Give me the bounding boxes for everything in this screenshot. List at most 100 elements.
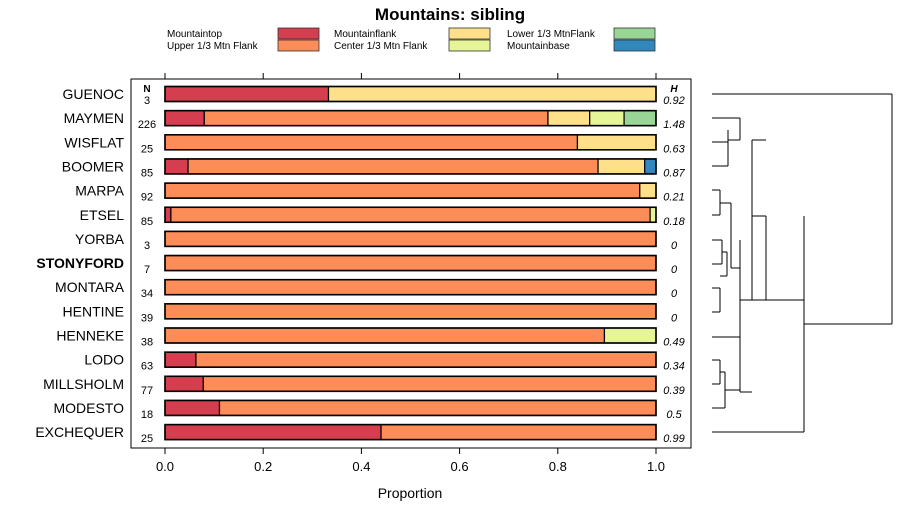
x-tick-label: 0.8 bbox=[549, 459, 567, 474]
n-value: 39 bbox=[141, 312, 153, 324]
bar-segment bbox=[202, 375, 657, 392]
row-label: LODO bbox=[84, 352, 124, 368]
n-value: 63 bbox=[141, 361, 153, 373]
bar-segment bbox=[164, 230, 657, 247]
bar-row: STONYFORD 7 0 bbox=[36, 254, 678, 276]
bar-segment bbox=[164, 206, 172, 223]
bar-row: MARPA 92 0.21 bbox=[75, 182, 685, 204]
h-value: 0 bbox=[671, 264, 678, 276]
bar-outline bbox=[164, 254, 657, 272]
bar-outline bbox=[164, 134, 657, 151]
n-value: 85 bbox=[141, 216, 153, 228]
legend-swatch bbox=[277, 39, 320, 52]
bar-outline bbox=[164, 206, 657, 224]
bar-segment bbox=[380, 424, 657, 441]
bar-outline bbox=[164, 303, 657, 320]
bar-outline bbox=[164, 278, 657, 296]
chart-title: Mountains: sibling bbox=[375, 5, 525, 24]
n-value: 25 bbox=[141, 433, 153, 445]
plot-area: N H 0.0 0.2 0.4 0.6 0.8 1.0 GUENOC 3 0.92 MAYMEN 226… bbox=[35, 73, 692, 474]
row-label: GUENOC bbox=[63, 86, 124, 102]
h-value: 0 bbox=[671, 240, 678, 252]
h-value: 0.63 bbox=[663, 143, 685, 155]
n-value: 18 bbox=[141, 409, 153, 421]
legend-label: Mountainbase bbox=[507, 41, 570, 52]
bar-segment bbox=[644, 158, 657, 175]
bar-segment bbox=[164, 158, 189, 175]
h-value: 0.39 bbox=[663, 385, 684, 397]
bar-segment bbox=[187, 158, 599, 175]
bar-outline bbox=[164, 399, 657, 417]
n-value: 77 bbox=[141, 385, 153, 397]
bar-row: YORBA 3 0 bbox=[75, 230, 678, 252]
h-value: 0.34 bbox=[663, 361, 684, 373]
bar-outline bbox=[164, 375, 657, 393]
n-value: 25 bbox=[141, 143, 153, 155]
h-value: 0.21 bbox=[663, 192, 684, 204]
bar-row: EXCHEQUER 25 0.99 bbox=[35, 423, 685, 445]
legend-swatch bbox=[613, 39, 656, 52]
bar-row: MAYMEN 226 1.48 bbox=[64, 109, 686, 131]
legend-label: Center 1/3 Mtn Flank bbox=[334, 41, 428, 52]
bar-segment bbox=[164, 182, 641, 199]
bar-outline bbox=[164, 423, 657, 441]
row-label: MARPA bbox=[75, 183, 124, 199]
legend-swatch bbox=[448, 39, 491, 52]
bar-row: MODESTO 18 0.5 bbox=[53, 399, 683, 421]
bar-segment bbox=[164, 351, 197, 368]
row-label: MILLSHOLM bbox=[43, 376, 124, 392]
legend-swatch bbox=[277, 27, 320, 40]
bar-segment bbox=[164, 303, 657, 320]
bar-segment bbox=[623, 110, 657, 127]
bar-segment bbox=[576, 134, 657, 151]
bar-segment bbox=[218, 399, 657, 417]
x-tick-label: 0.0 bbox=[156, 459, 174, 474]
h-value: 0.99 bbox=[663, 433, 684, 445]
bar-segment bbox=[547, 110, 591, 127]
bar-segment bbox=[164, 279, 657, 296]
h-value: 0.92 bbox=[663, 95, 684, 107]
bar-row: LODO 63 0.34 bbox=[84, 351, 685, 373]
row-label: STONYFORD bbox=[36, 255, 124, 271]
bar-segment bbox=[170, 206, 651, 223]
bar-outline bbox=[164, 351, 657, 368]
bar-segment bbox=[589, 110, 625, 127]
row-label: MONTARA bbox=[55, 279, 125, 295]
bar-segment bbox=[164, 375, 204, 392]
x-tick-label: 0.2 bbox=[254, 459, 272, 474]
x-tick-label: 0.6 bbox=[451, 459, 469, 474]
n-header: N bbox=[143, 84, 150, 95]
row-label: MODESTO bbox=[53, 400, 124, 416]
row-label: YORBA bbox=[75, 231, 125, 247]
bar-segment bbox=[639, 182, 657, 199]
h-value: 0 bbox=[671, 312, 678, 324]
bar-segment bbox=[164, 254, 657, 272]
bar-outline bbox=[164, 85, 657, 103]
bar-segment bbox=[327, 85, 657, 103]
bar-row: MONTARA 34 0 bbox=[55, 278, 678, 300]
bar-segment bbox=[597, 158, 646, 175]
legend-label: Mountaintop bbox=[167, 29, 222, 40]
row-label: EXCHEQUER bbox=[35, 424, 124, 440]
bar-row: ETSEL 85 0.18 bbox=[80, 206, 686, 228]
n-value: 3 bbox=[144, 240, 150, 252]
bar-segment bbox=[164, 399, 221, 417]
n-value: 92 bbox=[141, 192, 153, 204]
row-label: ETSEL bbox=[80, 207, 125, 223]
h-header: H bbox=[670, 84, 678, 95]
h-value: 0.5 bbox=[666, 409, 682, 421]
row-label: WISFLAT bbox=[64, 134, 124, 150]
bar-row: HENTINE 39 0 bbox=[63, 303, 678, 324]
row-label: HENNEKE bbox=[56, 328, 124, 344]
row-label: MAYMEN bbox=[64, 110, 124, 126]
bar-segment bbox=[203, 110, 549, 127]
n-value: 7 bbox=[144, 264, 150, 276]
n-value: 38 bbox=[141, 337, 153, 349]
x-tick-label: 0.4 bbox=[352, 459, 370, 474]
legend-label: Upper 1/3 Mtn Flank bbox=[167, 41, 259, 52]
x-axis-label: Proportion bbox=[378, 485, 443, 501]
bar-segment bbox=[603, 327, 657, 344]
bar-row: HENNEKE 38 0.49 bbox=[56, 327, 685, 349]
bar-segment bbox=[164, 85, 330, 103]
